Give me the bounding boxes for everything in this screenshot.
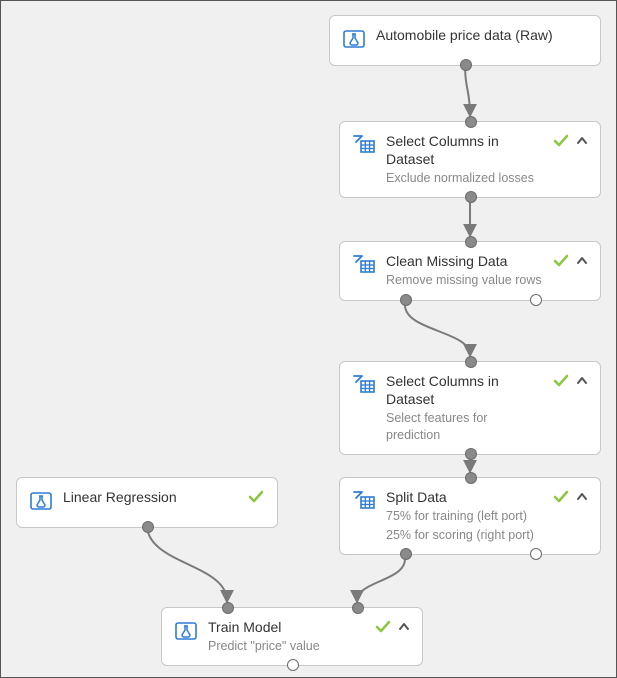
check-icon — [552, 372, 570, 390]
node-n6[interactable]: Linear Regression — [16, 477, 278, 528]
node-title: Linear Regression — [63, 488, 239, 506]
node-sub: Remove missing value rows — [386, 272, 544, 289]
port-out[interactable] — [142, 521, 154, 533]
check-icon — [247, 488, 265, 506]
node-title: Train Model — [208, 618, 366, 636]
port-out[interactable] — [460, 59, 472, 71]
node-sub: 75% for training (left port) — [386, 508, 544, 525]
node-n3[interactable]: Clean Missing Data Remove missing value r… — [339, 241, 601, 301]
node-sub: Exclude normalized losses — [386, 170, 544, 187]
node-title: Clean Missing Data — [386, 252, 544, 270]
edge — [147, 525, 227, 601]
node-actions — [552, 372, 588, 390]
edge — [405, 305, 470, 355]
port-in[interactable] — [465, 236, 477, 248]
collapse-caret-icon[interactable] — [398, 621, 410, 633]
port-out[interactable] — [530, 294, 542, 306]
port-out[interactable] — [530, 548, 542, 560]
port-in[interactable] — [465, 356, 477, 368]
port-in[interactable] — [352, 602, 364, 614]
node-n5[interactable]: Split Data 75% for training (left port) 25… — [339, 477, 601, 555]
beaker-icon — [174, 620, 198, 647]
port-in[interactable] — [222, 602, 234, 614]
node-n2[interactable]: Select Columns in Dataset Exclude normali… — [339, 121, 601, 198]
port-out[interactable] — [400, 548, 412, 560]
port-in[interactable] — [465, 472, 477, 484]
table-icon — [352, 374, 376, 399]
table-icon — [352, 134, 376, 159]
port-out[interactable] — [287, 659, 299, 671]
port-in[interactable] — [465, 116, 477, 128]
collapse-caret-icon[interactable] — [576, 135, 588, 147]
node-n1[interactable]: Automobile price data (Raw) — [329, 15, 601, 66]
collapse-caret-icon[interactable] — [576, 255, 588, 267]
cylinders-icon — [342, 28, 366, 55]
beaker-icon — [29, 490, 53, 517]
table-icon — [352, 254, 376, 279]
node-actions — [552, 488, 588, 506]
node-actions — [247, 488, 265, 506]
node-n4[interactable]: Select Columns in DatasetSelect features… — [339, 361, 601, 455]
node-sub: Predict "price" value — [208, 638, 366, 655]
collapse-caret-icon[interactable] — [576, 375, 588, 387]
check-icon — [552, 252, 570, 270]
table-icon — [352, 490, 376, 515]
node-n7[interactable]: Train Model Predict "price" value — [161, 607, 423, 666]
node-sub: Select features for prediction — [386, 410, 544, 444]
node-actions — [552, 132, 588, 150]
port-out[interactable] — [465, 191, 477, 203]
port-out[interactable] — [465, 448, 477, 460]
edges-layer — [1, 1, 617, 678]
node-title: Split Data — [386, 488, 544, 506]
check-icon — [552, 488, 570, 506]
node-actions — [374, 618, 410, 636]
collapse-caret-icon[interactable] — [576, 491, 588, 503]
edge — [357, 559, 405, 601]
pipeline-canvas: Automobile price data (Raw) Select Column… — [0, 0, 617, 678]
node-title: Select Columns in Dataset — [386, 132, 544, 168]
node-sub2: 25% for scoring (right port) — [386, 527, 544, 544]
port-out[interactable] — [400, 294, 412, 306]
check-icon — [374, 618, 392, 636]
node-title: Select Columns in Dataset — [386, 372, 544, 408]
check-icon — [552, 132, 570, 150]
node-title: Automobile price data (Raw) — [376, 26, 580, 44]
node-actions — [552, 252, 588, 270]
